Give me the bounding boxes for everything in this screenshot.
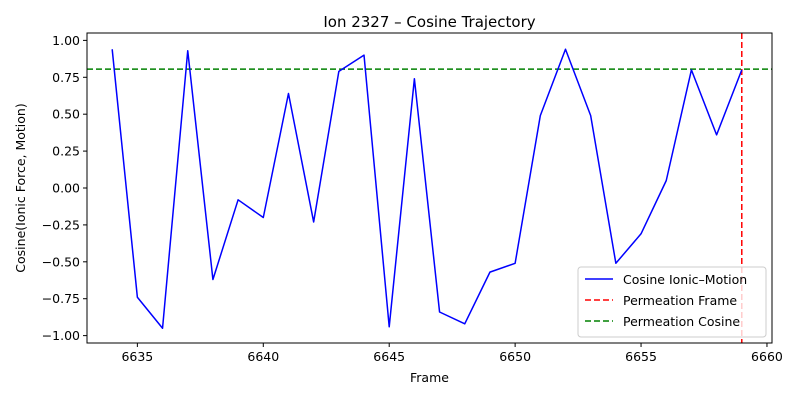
chart-title: Ion 2327 – Cosine Trajectory: [323, 13, 535, 31]
y-tick-label: −0.50: [42, 254, 80, 269]
y-axis: −1.00 −0.75 −0.50 −0.25 0.00 0.25 0.50 0.75 1.00: [42, 33, 87, 343]
x-tick-label: 6635: [121, 349, 153, 364]
y-tick-label: −0.25: [42, 217, 80, 232]
y-axis-label: Cosine(Ionic Force, Motion): [13, 103, 28, 272]
y-tick-label: −1.00: [42, 328, 80, 343]
legend-box: [577, 266, 767, 338]
x-tick-label: 6645: [373, 349, 405, 364]
x-tick-label: 6640: [247, 349, 279, 364]
x-tick-label: 6660: [751, 349, 783, 364]
legend: Cosine Ionic–Motion Permeation Frame Per…: [577, 266, 767, 338]
y-tick-label: 1.00: [52, 33, 80, 48]
y-tick-label: 0.75: [52, 70, 80, 85]
series-line-cosine: [111, 48, 743, 329]
legend-label-series: Cosine Ionic–Motion: [623, 272, 747, 287]
y-tick-label: 0.00: [52, 181, 80, 196]
y-tick-label: 0.25: [52, 144, 80, 159]
x-tick-label: 6650: [499, 349, 531, 364]
x-axis-label: Frame: [410, 370, 449, 385]
x-axis: 6635 6640 6645 6650 6655 6660: [121, 343, 783, 364]
legend-label-permeation-frame: Permeation Frame: [623, 293, 737, 308]
y-tick-label: −0.75: [42, 291, 80, 306]
y-tick-label: 0.50: [52, 107, 80, 122]
x-tick-label: 6655: [625, 349, 657, 364]
legend-label-permeation-cosine: Permeation Cosine: [623, 314, 740, 329]
